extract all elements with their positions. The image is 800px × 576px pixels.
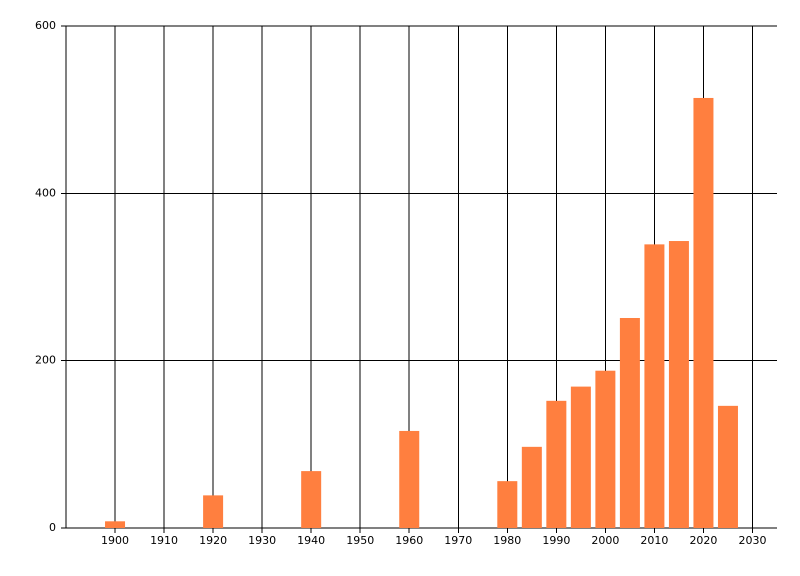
x-tick-label: 2020 — [689, 534, 717, 547]
x-tick-label: 2010 — [640, 534, 668, 547]
bar — [644, 244, 665, 528]
bar — [668, 241, 689, 529]
y-tick-label: 600 — [35, 19, 56, 32]
bar — [497, 481, 518, 528]
y-tick-label: 0 — [49, 521, 56, 534]
x-tick-label: 1950 — [346, 534, 374, 547]
bar — [399, 430, 420, 528]
x-tick-label: 2000 — [591, 534, 619, 547]
bar — [203, 495, 224, 528]
bar — [717, 405, 738, 528]
x-tick-label: 1900 — [101, 534, 129, 547]
bar — [546, 400, 567, 528]
x-tick-label: 2030 — [738, 534, 766, 547]
bar — [105, 521, 126, 528]
bar — [693, 97, 714, 528]
bar — [301, 471, 322, 528]
y-tick-label: 400 — [35, 186, 56, 199]
x-tick-label: 1930 — [248, 534, 276, 547]
bar — [595, 370, 616, 528]
y-tick-label: 200 — [35, 354, 56, 367]
x-tick-label: 1970 — [444, 534, 472, 547]
bar — [521, 446, 542, 528]
x-tick-label: 1990 — [542, 534, 570, 547]
bar — [619, 317, 640, 528]
x-tick-label: 1940 — [297, 534, 325, 547]
x-tick-label: 1910 — [150, 534, 178, 547]
x-tick-label: 1920 — [199, 534, 227, 547]
bar — [570, 386, 591, 528]
x-tick-label: 1960 — [395, 534, 423, 547]
x-tick-label: 1980 — [493, 534, 521, 547]
